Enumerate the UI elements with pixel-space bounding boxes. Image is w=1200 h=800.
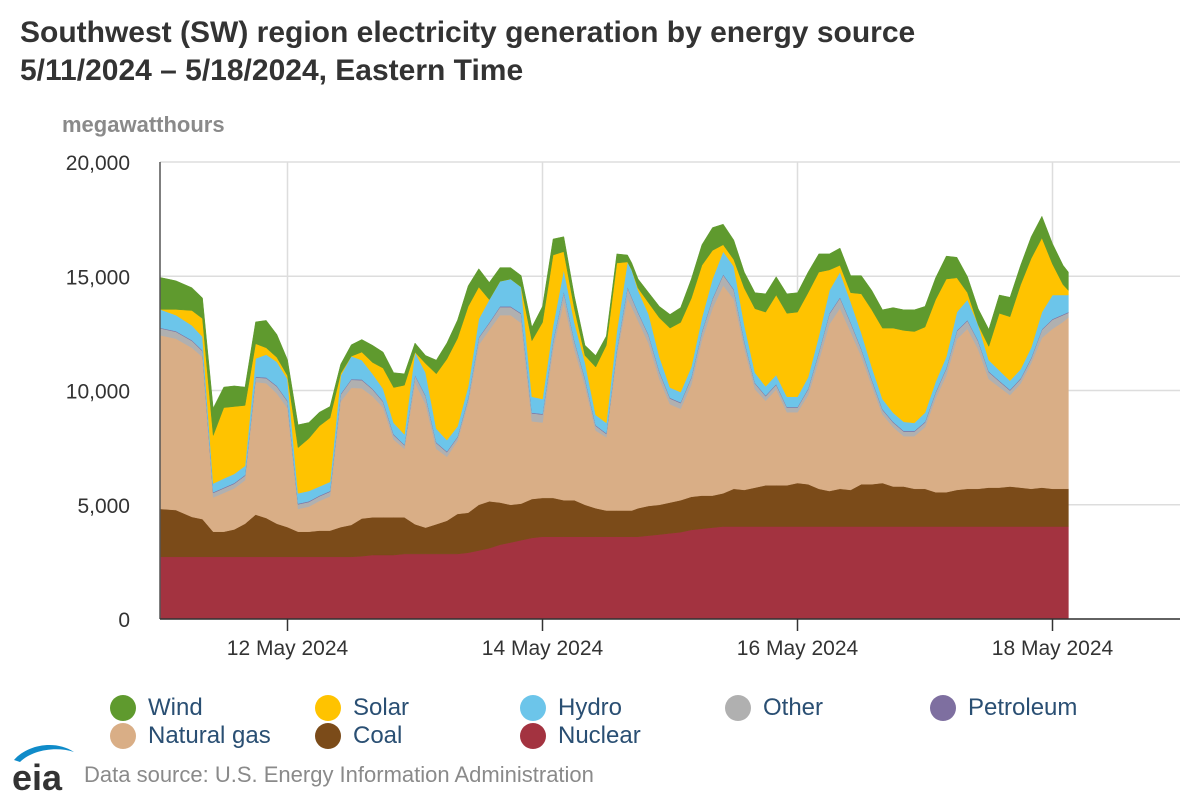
x-tick-label-1: 14 May 2024 (482, 637, 604, 660)
eia-logo-swoosh (14, 745, 74, 762)
data-source: Data source: U.S. Energy Information Adm… (84, 762, 594, 787)
y-axis-label: megawatthours (62, 112, 225, 137)
chart-title: Southwest (SW) region electricity genera… (20, 14, 915, 90)
legend-swatch-wind (110, 695, 136, 721)
legend-item-nuclear[interactable]: Nuclear (520, 722, 641, 750)
area-series-wind (159, 215, 1069, 449)
legend-swatch-coal (315, 723, 341, 749)
legend-label-hydro: Hydro (558, 694, 623, 721)
legend-item-petroleum[interactable]: Petroleum (930, 694, 1077, 722)
y-tick-label-20000: 20,000 (66, 152, 130, 175)
legend-swatch-solar (315, 695, 341, 721)
footer: eia Data source: U.S. Energy Information… (10, 742, 594, 794)
y-tick-label-10000: 10,000 (66, 381, 130, 404)
legend-label-natural-gas: Natural gas (148, 722, 271, 749)
legend-label-coal: Coal (353, 722, 403, 749)
legend-swatch-other (725, 695, 751, 721)
chart-title-line-2: 5/11/2024 – 5/18/2024, Eastern Time (20, 54, 524, 87)
legend-item-other[interactable]: Other (725, 694, 823, 722)
x-tick-label-2: 16 May 2024 (737, 637, 859, 660)
stacked-area-chart: 0 5,000 10,000 15,000 20,000 12 May 2024 14 Ma… (62, 112, 1180, 660)
legend-label-wind: Wind (148, 694, 203, 721)
legend-swatch-petroleum (930, 695, 956, 721)
eia-logo[interactable]: eia (10, 742, 78, 794)
y-tick-label-15000: 15,000 (66, 266, 130, 289)
legend-item-wind[interactable]: Wind (110, 694, 203, 722)
legend-item-hydro[interactable]: Hydro (520, 694, 622, 722)
legend-label-other: Other (763, 694, 824, 721)
chart-title-line-1: Southwest (SW) region electricity genera… (20, 16, 916, 49)
x-tick-label-3: 18 May 2024 (992, 637, 1114, 660)
x-tick-label-0: 12 May 2024 (227, 637, 349, 660)
y-tick-label-0: 0 (118, 609, 130, 632)
eia-logo-text: eia (12, 757, 63, 794)
legend-item-natural-gas[interactable]: Natural gas (110, 722, 271, 750)
legend-swatch-nuclear (520, 723, 546, 749)
legend-label-petroleum: Petroleum (968, 694, 1078, 721)
legend-swatch-hydro (520, 695, 546, 721)
legend-label-nuclear: Nuclear (558, 722, 641, 749)
legend-item-solar[interactable]: Solar (315, 694, 409, 722)
legend-label-solar: Solar (353, 694, 410, 721)
legend-item-coal[interactable]: Coal (315, 722, 402, 750)
y-tick-label-5000: 5,000 (77, 495, 130, 518)
legend-swatch-natural-gas (110, 723, 136, 749)
